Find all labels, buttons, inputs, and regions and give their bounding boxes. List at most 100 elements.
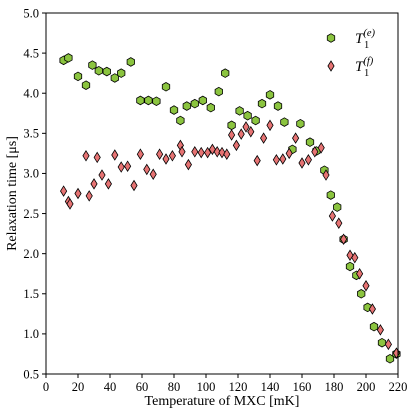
point-T1f-54 bbox=[368, 303, 376, 315]
point-T1f-27 bbox=[213, 146, 221, 158]
y-tick-label: 4.0 bbox=[23, 87, 39, 101]
y-tick-label: 3.5 bbox=[23, 127, 39, 141]
point-T1f-14 bbox=[136, 148, 144, 160]
point-T1f-24 bbox=[197, 146, 205, 159]
x-tick-label: 40 bbox=[104, 380, 117, 394]
point-T1f-9 bbox=[104, 178, 112, 190]
point-T1e-14 bbox=[169, 105, 179, 115]
x-tick-label: 160 bbox=[293, 380, 312, 394]
point-T1f-5 bbox=[85, 190, 93, 202]
point-T1f-16 bbox=[149, 168, 157, 181]
y-tick-label: 0.5 bbox=[23, 367, 39, 381]
point-T1f-37 bbox=[266, 119, 274, 132]
data-points bbox=[59, 53, 401, 364]
point-T1e-18 bbox=[198, 95, 207, 106]
point-T1e-11 bbox=[144, 95, 153, 106]
point-T1f-42 bbox=[298, 157, 306, 169]
point-T1f-2 bbox=[66, 198, 74, 210]
point-T1f-55 bbox=[376, 324, 384, 336]
point-T1e-42 bbox=[369, 321, 379, 332]
x-tick-label: 120 bbox=[229, 380, 248, 394]
x-tick-label: 100 bbox=[197, 380, 216, 394]
point-T1f-6 bbox=[90, 178, 98, 190]
point-T1f-56 bbox=[384, 338, 392, 351]
point-T1f-0 bbox=[60, 185, 68, 197]
point-T1f-40 bbox=[285, 147, 293, 160]
series-T1f bbox=[60, 119, 400, 359]
x-tick-label: 180 bbox=[325, 380, 344, 394]
x-tick-label: 20 bbox=[72, 380, 85, 394]
point-T1e-15 bbox=[176, 115, 185, 126]
point-T1f-39 bbox=[279, 153, 287, 165]
point-T1f-13 bbox=[130, 179, 138, 192]
point-T1f-44 bbox=[311, 146, 319, 158]
y-tick-label: 2.5 bbox=[23, 207, 39, 221]
point-T1f-21 bbox=[178, 146, 186, 158]
point-T1f-8 bbox=[98, 169, 106, 181]
point-T1f-47 bbox=[328, 210, 336, 222]
point-T1f-29 bbox=[223, 148, 231, 160]
point-T1e-4 bbox=[88, 60, 97, 70]
point-T1e-28 bbox=[273, 101, 283, 111]
point-T1e-24 bbox=[243, 110, 252, 121]
point-T1f-31 bbox=[232, 139, 240, 152]
point-T1e-1 bbox=[64, 53, 73, 63]
point-T1f-7 bbox=[93, 151, 101, 164]
point-T1f-18 bbox=[162, 153, 170, 165]
point-T1f-23 bbox=[191, 146, 199, 158]
point-T1f-28 bbox=[218, 146, 226, 159]
legend-label: T(e) 1 bbox=[355, 28, 376, 51]
point-T1e-10 bbox=[136, 95, 145, 106]
legend-entry-T1f: T(f) 1 bbox=[327, 56, 374, 79]
series-T1e bbox=[59, 53, 401, 364]
legend: T(e) 1 T(f) 1 bbox=[326, 28, 376, 79]
point-T1f-48 bbox=[335, 217, 343, 229]
point-T1f-41 bbox=[292, 132, 300, 144]
point-T1f-15 bbox=[143, 163, 151, 176]
point-T1f-36 bbox=[260, 132, 268, 144]
x-tick-label: 140 bbox=[261, 380, 280, 394]
point-T1f-45 bbox=[317, 142, 325, 154]
legend-marker bbox=[327, 60, 335, 72]
x-tick-label: 220 bbox=[389, 380, 408, 394]
point-T1e-40 bbox=[357, 289, 366, 299]
point-T1f-52 bbox=[356, 267, 364, 280]
point-T1e-16 bbox=[182, 101, 191, 111]
y-tick-label: 3.0 bbox=[23, 167, 39, 181]
plot-frame bbox=[45, 12, 399, 375]
point-T1e-5 bbox=[94, 65, 103, 76]
point-T1f-4 bbox=[82, 150, 90, 162]
point-T1e-8 bbox=[117, 68, 126, 78]
point-T1e-3 bbox=[81, 80, 91, 90]
point-T1e-27 bbox=[265, 90, 275, 100]
point-T1f-53 bbox=[362, 279, 370, 292]
y-tick-label: 2.0 bbox=[23, 247, 39, 261]
x-tick-label: 80 bbox=[168, 380, 181, 394]
y-tick-label: 5.0 bbox=[23, 6, 39, 20]
x-tick-label: 200 bbox=[357, 380, 376, 394]
point-T1e-9 bbox=[126, 57, 135, 67]
point-T1e-21 bbox=[221, 68, 230, 78]
point-T1f-34 bbox=[247, 125, 255, 138]
point-T1e-22 bbox=[227, 120, 236, 131]
y-tick-label: 4.5 bbox=[23, 46, 39, 60]
legend-marker bbox=[326, 33, 336, 43]
point-T1f-17 bbox=[156, 148, 164, 160]
point-T1f-25 bbox=[204, 146, 212, 159]
y-axis-label: Relaxation time [μs] bbox=[5, 136, 20, 251]
point-T1f-22 bbox=[184, 158, 192, 171]
point-T1e-32 bbox=[305, 137, 315, 147]
point-T1e-2 bbox=[73, 71, 83, 82]
point-T1e-12 bbox=[152, 96, 161, 107]
point-T1e-38 bbox=[345, 261, 355, 272]
legend-entry-T1e: T(e) 1 bbox=[326, 28, 376, 51]
point-T1f-46 bbox=[322, 169, 330, 181]
point-T1f-35 bbox=[253, 154, 261, 167]
point-T1f-30 bbox=[228, 129, 236, 141]
point-T1f-19 bbox=[168, 150, 176, 162]
point-T1f-11 bbox=[117, 161, 125, 173]
point-T1f-43 bbox=[304, 154, 312, 166]
point-T1e-20 bbox=[214, 86, 223, 97]
point-T1e-6 bbox=[102, 66, 111, 77]
point-T1f-33 bbox=[242, 121, 250, 133]
